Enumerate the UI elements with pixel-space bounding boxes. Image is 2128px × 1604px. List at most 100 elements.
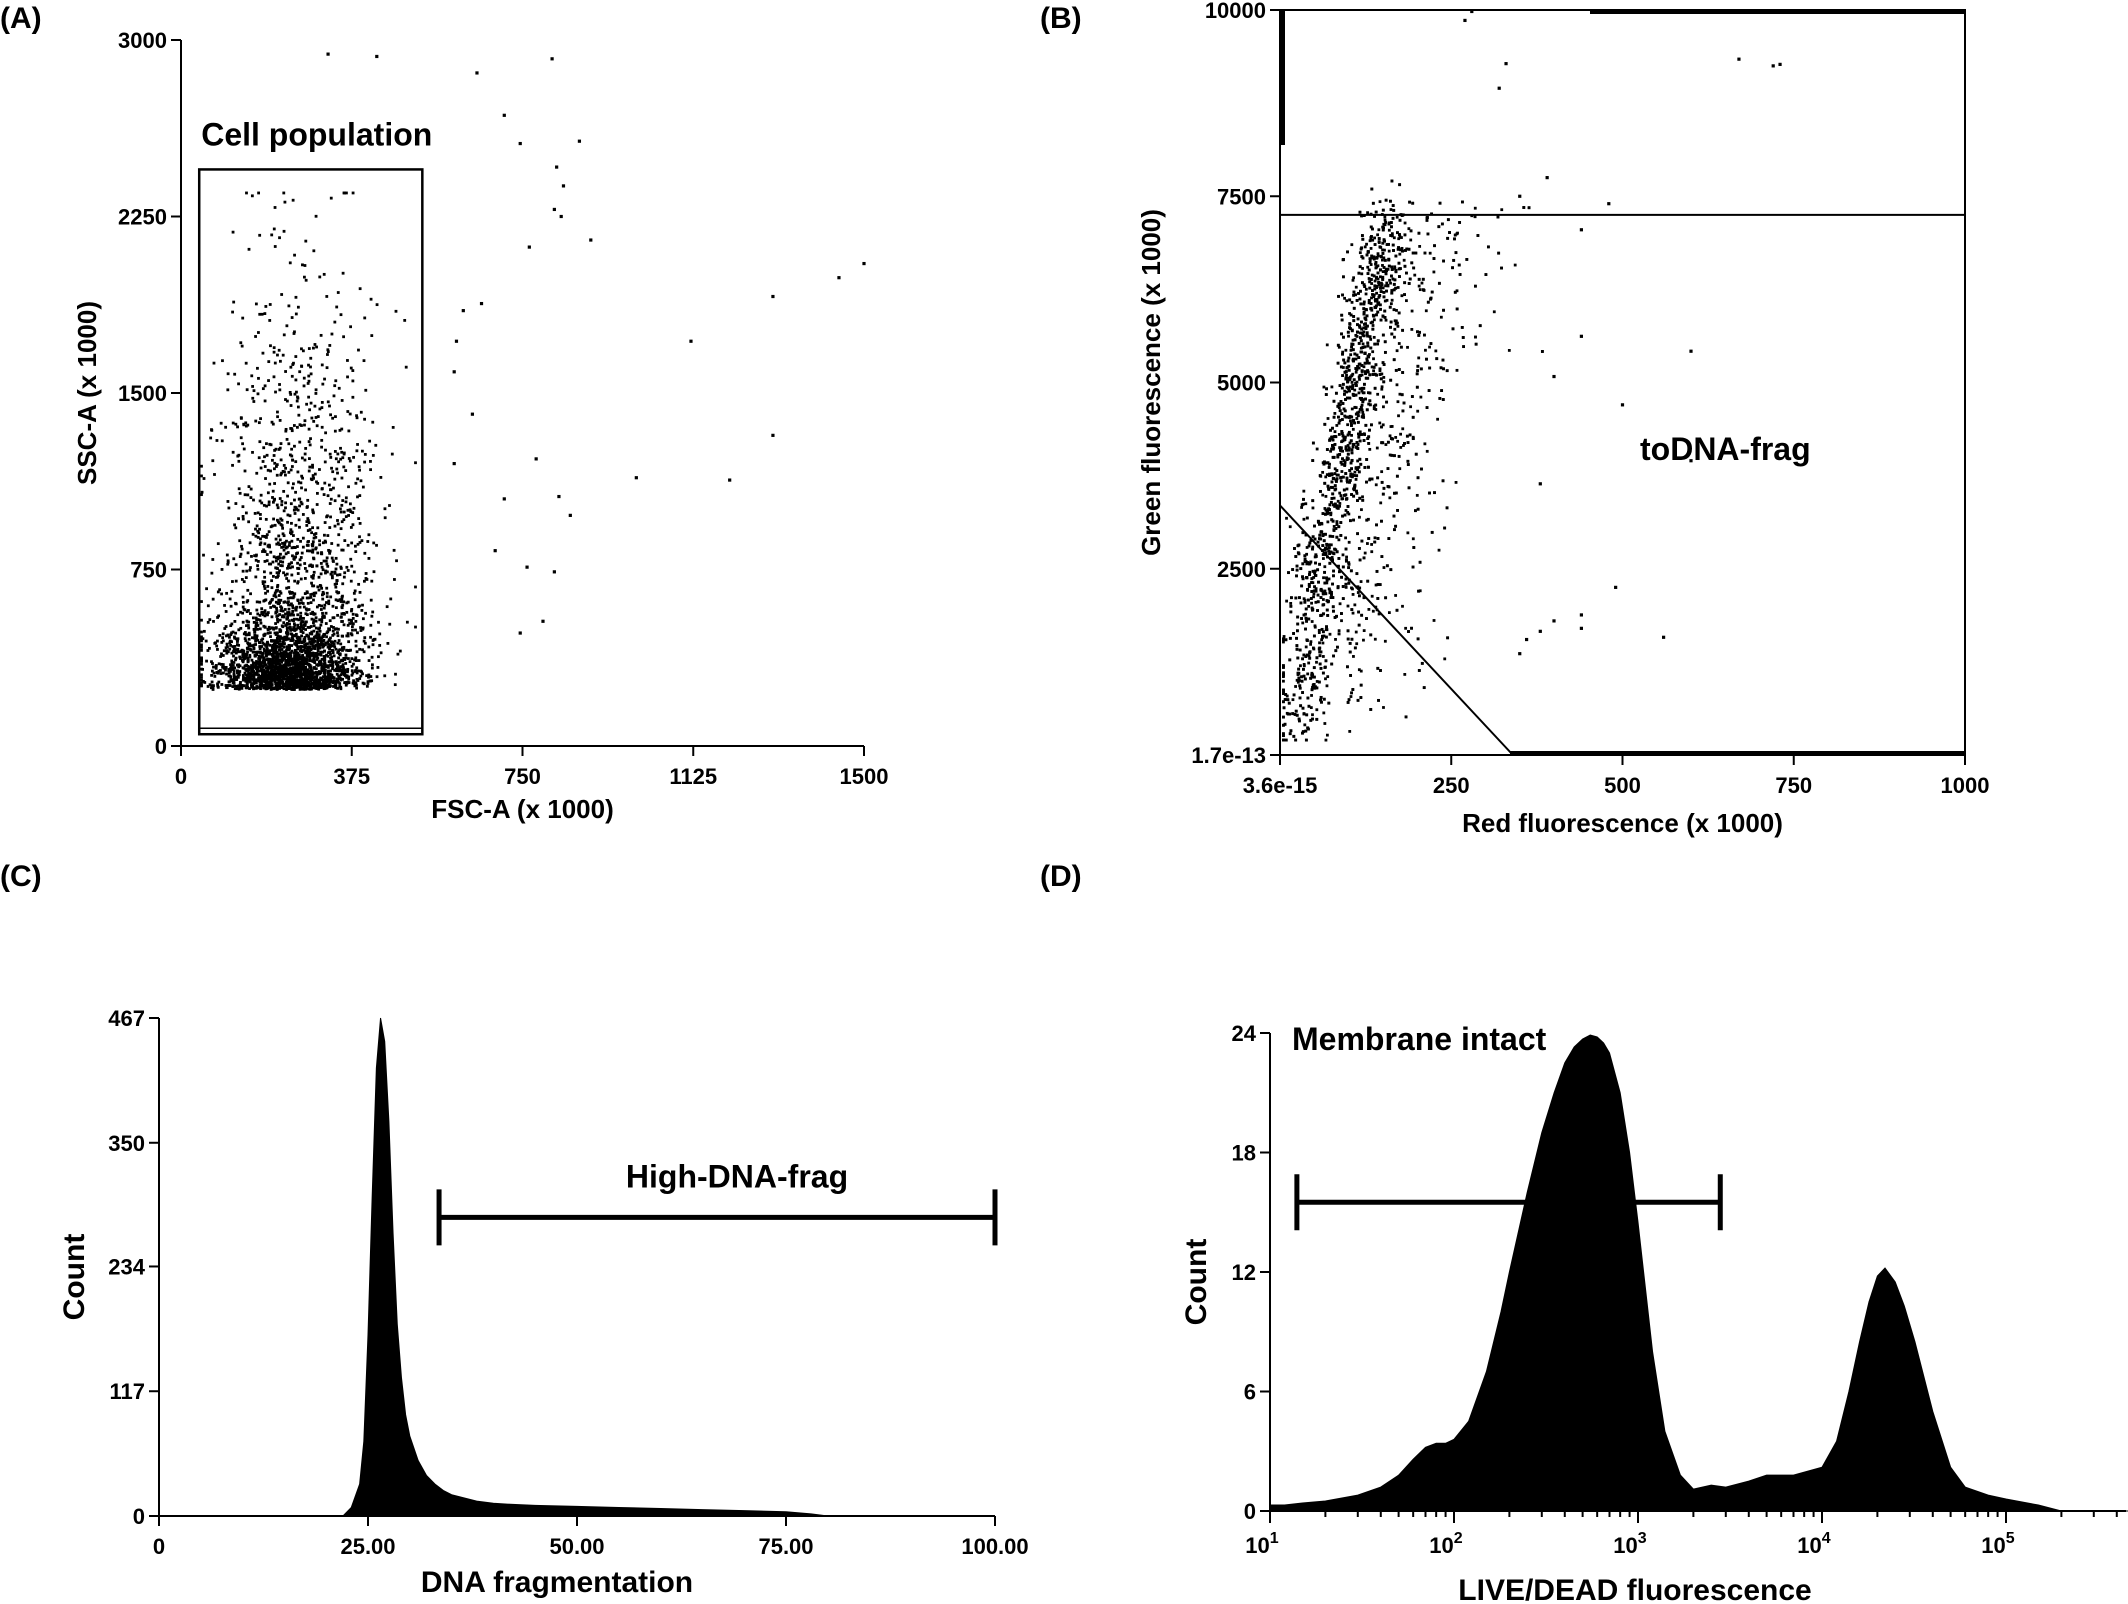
b-point	[1368, 447, 1372, 451]
b-point	[1327, 511, 1331, 515]
a-point	[285, 572, 289, 576]
a-point	[279, 560, 282, 563]
a-point	[341, 659, 344, 663]
a-point	[300, 634, 303, 638]
a-point	[388, 622, 392, 626]
a-point	[293, 651, 296, 655]
a-point	[358, 535, 361, 539]
a-point	[211, 662, 214, 665]
a-point	[254, 654, 257, 658]
a-point	[326, 534, 330, 537]
a-point	[323, 685, 326, 689]
a-point	[311, 592, 314, 596]
a-point	[346, 667, 350, 671]
a-point	[226, 388, 230, 392]
b-point	[1324, 738, 1328, 742]
a-point	[309, 595, 313, 599]
b-point	[1282, 635, 1286, 638]
a-point	[290, 573, 294, 577]
a-point	[357, 582, 361, 586]
b-point	[1383, 223, 1387, 227]
a-point	[348, 622, 352, 625]
a-point	[342, 645, 346, 649]
a-point	[234, 563, 238, 567]
a-point	[250, 194, 254, 198]
b-point	[1405, 299, 1408, 303]
a-point	[231, 230, 235, 234]
a-point	[354, 613, 358, 617]
a-point	[284, 650, 287, 654]
a-point	[304, 681, 308, 685]
a-point	[262, 686, 266, 690]
a-point	[339, 313, 343, 317]
a-point	[282, 675, 286, 678]
a-point	[248, 541, 252, 545]
a-point	[305, 590, 309, 594]
b-point	[1402, 258, 1406, 262]
a-point	[282, 571, 285, 575]
a-point	[244, 639, 248, 643]
a-point	[326, 353, 329, 356]
a-point	[279, 635, 282, 639]
a-point	[241, 678, 245, 682]
a-point	[342, 623, 346, 627]
a-point	[263, 614, 267, 618]
b-point	[1313, 624, 1317, 628]
b-point	[1349, 479, 1352, 482]
a-point	[234, 602, 238, 606]
a-point	[252, 498, 255, 502]
b-point	[1358, 396, 1362, 400]
b-point	[1342, 488, 1346, 492]
a-point	[286, 481, 290, 485]
a-point	[293, 654, 297, 658]
a-point	[233, 523, 236, 527]
a-point	[303, 423, 306, 427]
a-point	[313, 671, 317, 675]
a-point	[350, 564, 354, 568]
b-point	[1344, 536, 1348, 540]
a-outlier-point	[454, 339, 459, 343]
a-point	[299, 617, 302, 620]
a-point	[233, 687, 237, 691]
b-point	[1352, 494, 1356, 498]
a-point	[277, 348, 281, 352]
b-point	[1371, 324, 1375, 327]
a-outlier-point	[475, 71, 479, 75]
a-point	[231, 664, 235, 667]
a-point	[321, 597, 325, 601]
b-point	[1330, 385, 1334, 389]
a-point	[265, 649, 269, 653]
b-point	[1345, 299, 1349, 303]
a-point	[306, 517, 310, 520]
a-point	[351, 395, 355, 399]
a-point	[296, 425, 299, 429]
b-point	[1322, 576, 1325, 580]
a-point	[274, 626, 278, 630]
a-point	[231, 421, 235, 425]
a-point	[359, 479, 363, 483]
b-point	[1321, 598, 1325, 601]
a-point	[293, 498, 296, 502]
a-point	[275, 650, 279, 654]
a-point	[299, 629, 303, 633]
a-point	[297, 683, 301, 687]
a-point	[247, 674, 251, 677]
a-point	[258, 543, 262, 546]
a-point	[315, 564, 319, 568]
a-point	[293, 675, 297, 679]
a-point	[266, 585, 270, 588]
a-point	[318, 652, 322, 656]
a-point	[292, 557, 296, 561]
a-point	[318, 539, 321, 543]
a-point	[336, 678, 339, 682]
b-point	[1301, 657, 1304, 661]
a-point	[327, 602, 331, 606]
panel-label-a: (A)	[0, 2, 42, 35]
a-point	[249, 612, 252, 615]
b-point	[1329, 500, 1333, 504]
a-point	[273, 665, 276, 669]
b-point	[1527, 206, 1531, 210]
a-point	[216, 682, 219, 686]
b-point	[1355, 642, 1359, 646]
a-point	[347, 677, 351, 681]
